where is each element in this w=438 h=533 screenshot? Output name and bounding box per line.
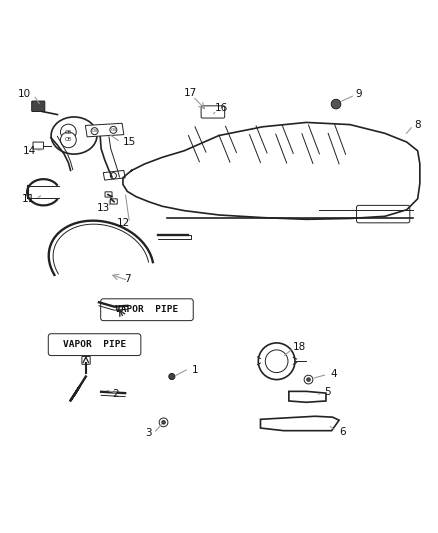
Polygon shape xyxy=(289,391,326,402)
Text: 9: 9 xyxy=(355,89,362,99)
Circle shape xyxy=(304,375,313,384)
Text: OB: OB xyxy=(110,128,117,132)
Text: OB: OB xyxy=(92,129,98,133)
Text: 17: 17 xyxy=(184,88,197,98)
Circle shape xyxy=(265,350,288,373)
Text: 10: 10 xyxy=(18,89,31,99)
Ellipse shape xyxy=(51,117,97,154)
FancyBboxPatch shape xyxy=(201,106,225,118)
Text: 1: 1 xyxy=(192,365,198,375)
Circle shape xyxy=(159,418,168,427)
Circle shape xyxy=(110,173,117,179)
Text: 6: 6 xyxy=(339,426,346,437)
Text: 11: 11 xyxy=(21,194,35,204)
Text: VAPOR  PIPE: VAPOR PIPE xyxy=(63,340,126,349)
Circle shape xyxy=(91,128,98,135)
Text: 7: 7 xyxy=(124,274,131,284)
Circle shape xyxy=(307,378,310,381)
Circle shape xyxy=(169,374,175,379)
FancyBboxPatch shape xyxy=(101,299,193,321)
FancyBboxPatch shape xyxy=(32,101,45,111)
FancyBboxPatch shape xyxy=(357,205,410,223)
Text: 12: 12 xyxy=(117,218,130,228)
Text: 5: 5 xyxy=(324,387,331,397)
Circle shape xyxy=(258,343,295,379)
Text: 4: 4 xyxy=(330,369,337,379)
Text: 16: 16 xyxy=(215,103,228,114)
Polygon shape xyxy=(85,123,124,137)
Text: VAPOR  PIPE: VAPOR PIPE xyxy=(115,305,179,314)
Circle shape xyxy=(162,421,165,424)
Text: 3: 3 xyxy=(145,429,152,438)
Text: 13: 13 xyxy=(97,203,110,213)
Text: OB: OB xyxy=(65,130,72,134)
Circle shape xyxy=(60,132,76,148)
Circle shape xyxy=(110,126,117,133)
Text: 2: 2 xyxy=(112,389,118,399)
FancyBboxPatch shape xyxy=(82,357,90,364)
Polygon shape xyxy=(103,171,125,180)
FancyBboxPatch shape xyxy=(33,142,43,149)
FancyBboxPatch shape xyxy=(105,192,112,197)
Text: 18: 18 xyxy=(293,342,307,352)
Text: OB: OB xyxy=(65,138,72,142)
FancyBboxPatch shape xyxy=(48,334,141,356)
FancyBboxPatch shape xyxy=(110,199,117,204)
Text: 8: 8 xyxy=(414,119,421,130)
Text: 14: 14 xyxy=(22,146,36,156)
Circle shape xyxy=(331,99,341,109)
Text: 15: 15 xyxy=(123,137,136,147)
Polygon shape xyxy=(261,416,339,431)
Circle shape xyxy=(60,124,76,140)
